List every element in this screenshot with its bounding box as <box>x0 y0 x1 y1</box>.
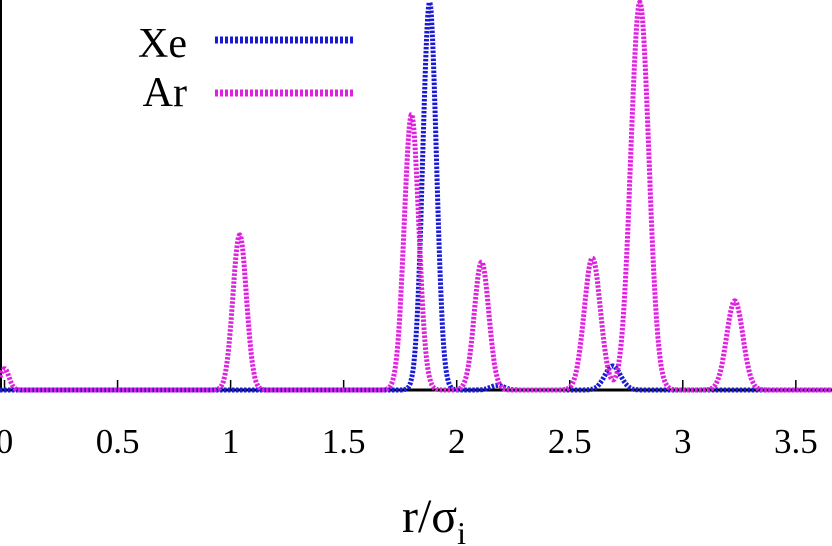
x-axis-title: r/σi <box>402 490 466 546</box>
x-tick-label-3: 1.5 <box>322 422 366 461</box>
legend-label-ar: Ar <box>143 70 187 116</box>
legend-label-xe: Xe <box>138 21 187 67</box>
x-tick-label-7: 3.5 <box>774 422 818 461</box>
series-line-ar <box>0 0 832 393</box>
x-tick-label-1: 0.5 <box>96 422 140 461</box>
x-tick-label-0: 0 <box>0 422 13 461</box>
x-axis-title-base: r/σ <box>402 490 457 543</box>
x-tick-label-5: 2.5 <box>548 422 592 461</box>
x-tick-label-2: 1 <box>222 422 240 461</box>
series-layer <box>0 0 832 393</box>
legend: Xe Ar <box>138 21 353 116</box>
x-axis-title-subscript: i <box>457 515 466 546</box>
x-axis-ticks: 0 0.5 1 1.5 2 2.5 3 3.5 <box>0 380 818 461</box>
x-tick-label-4: 2 <box>448 422 466 461</box>
x-tick-label-6: 3 <box>674 422 692 461</box>
